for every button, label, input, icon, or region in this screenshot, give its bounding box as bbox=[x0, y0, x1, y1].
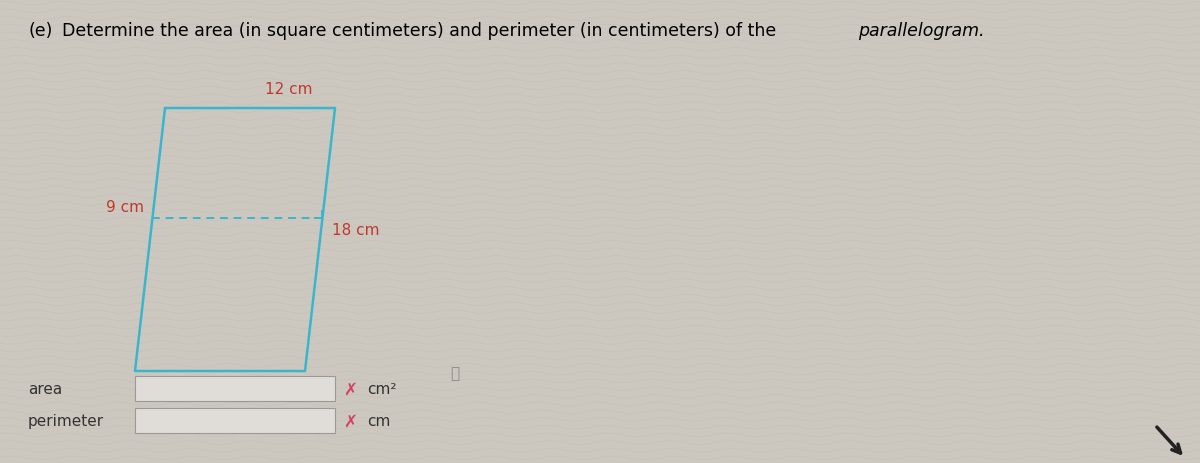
Text: 18 cm: 18 cm bbox=[332, 223, 380, 238]
Bar bbox=[134, 408, 335, 433]
Text: ✗: ✗ bbox=[343, 380, 356, 398]
Text: area: area bbox=[28, 381, 62, 396]
Text: 12 cm: 12 cm bbox=[265, 82, 312, 97]
Bar bbox=[134, 376, 335, 401]
Text: cm: cm bbox=[367, 413, 390, 428]
Text: ✗: ✗ bbox=[343, 412, 356, 430]
Text: cm²: cm² bbox=[367, 381, 396, 396]
Text: perimeter: perimeter bbox=[28, 413, 104, 428]
Text: parallelogram.: parallelogram. bbox=[858, 22, 984, 40]
Text: 9 cm: 9 cm bbox=[107, 200, 144, 215]
Text: (e): (e) bbox=[28, 22, 53, 40]
Text: ⓘ: ⓘ bbox=[450, 366, 460, 381]
Text: Determine the area (in square centimeters) and perimeter (in centimeters) of the: Determine the area (in square centimeter… bbox=[62, 22, 781, 40]
